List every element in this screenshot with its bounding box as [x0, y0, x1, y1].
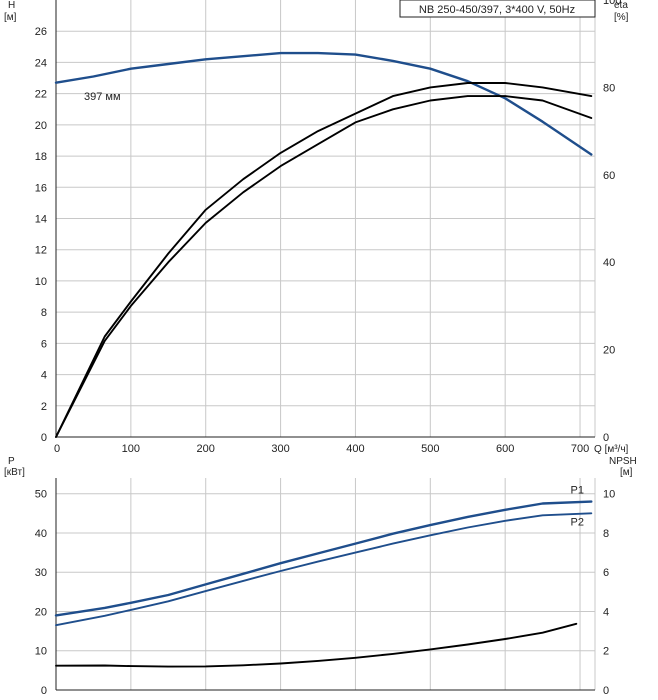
plot2-series-p1-line — [54, 500, 593, 617]
plot2-series-right-2-line — [55, 622, 578, 668]
plot1-ytick-right: 20 — [603, 345, 615, 357]
plot1-ytick-right: 80 — [603, 82, 615, 94]
plot1-xtick: 700 — [571, 443, 589, 455]
plot1-ytick-right: 100 — [603, 0, 621, 7]
plot1-ytick-left: 6 — [41, 338, 47, 350]
plot1-title-box — [399, 0, 596, 18]
plot2-ytick-right: 10 — [603, 489, 615, 501]
plot1-ytick-left: 12 — [35, 245, 47, 257]
plot1-ytick-left: 18 — [35, 151, 47, 163]
plot1-xtick: 600 — [496, 443, 514, 455]
plot1-ytick-left: 4 — [41, 370, 47, 382]
plot1-ytick-left: 22 — [35, 89, 47, 101]
plot1-ytick-right: 40 — [603, 257, 615, 269]
plot2-left-axis-unit: [кВт] — [4, 467, 25, 478]
plot1-ytick-left: 10 — [35, 276, 47, 288]
plot1-ytick-left: 8 — [41, 307, 47, 319]
plot2-series-label-p1: P1 — [571, 485, 584, 497]
plot1-x-axis-label: Q [м³/ч] — [594, 444, 629, 455]
plot2-ytick-left: 0 — [41, 685, 47, 697]
plot1-ytick-right: 60 — [603, 170, 615, 182]
plot1-series-right-2-line — [55, 82, 593, 438]
plot2-ytick-right: 2 — [603, 646, 609, 658]
plot2-left-axis-name: P — [8, 456, 15, 467]
plot1-xtick: 200 — [197, 443, 215, 455]
plot1-xtick: 100 — [122, 443, 140, 455]
plot2-series-label-p2: P2 — [571, 516, 584, 528]
plot2-ytick-left: 10 — [35, 646, 47, 658]
plot2-ytick-left: 20 — [35, 606, 47, 618]
plot1-ytick-left: 14 — [35, 214, 47, 226]
plot1-title: NB 250-450/397, 3*400 V, 50Hz — [419, 4, 575, 16]
plot2-ytick-right: 4 — [603, 606, 609, 618]
plot1-right-axis-name: eta — [614, 0, 628, 11]
plot2-right-axis-name: NPSH — [609, 456, 637, 467]
plot1-ytick-left: 16 — [35, 182, 47, 194]
plot2-ytick-right: 0 — [603, 685, 609, 697]
plot1-ytick-left: 0 — [41, 432, 47, 444]
plot1-left-axis-unit: [м] — [4, 12, 17, 23]
plot2-right-axis-unit: [м] — [620, 467, 633, 478]
plot2-series-p2-line — [55, 512, 593, 627]
plot1-annotation: 397 мм — [84, 91, 121, 103]
plot1-series-left-0-line — [54, 51, 593, 156]
plot2-ytick-left: 40 — [35, 528, 47, 540]
plot1-ytick-left: 2 — [41, 401, 47, 413]
plot1-ytick-left: 20 — [35, 120, 47, 132]
plot1-ytick-right: 0 — [603, 432, 609, 444]
plot1-series-right-1-line — [55, 95, 593, 438]
plot1-left-axis-name: H — [8, 0, 15, 11]
plot2-ytick-left: 30 — [35, 567, 47, 579]
plot2-ytick-left: 50 — [35, 489, 47, 501]
plot2-ytick-right: 6 — [603, 567, 609, 579]
plot1-ytick-left: 26 — [35, 26, 47, 38]
plot1-right-axis-unit: [%] — [614, 12, 629, 23]
plot1-ytick-left: 24 — [35, 57, 47, 69]
plot1-xtick: 400 — [346, 443, 364, 455]
plot1-xtick: 0 — [54, 443, 60, 455]
plot2-ytick-right: 8 — [603, 528, 609, 540]
plot1-xtick: 500 — [421, 443, 439, 455]
plot1-xtick: 300 — [271, 443, 289, 455]
